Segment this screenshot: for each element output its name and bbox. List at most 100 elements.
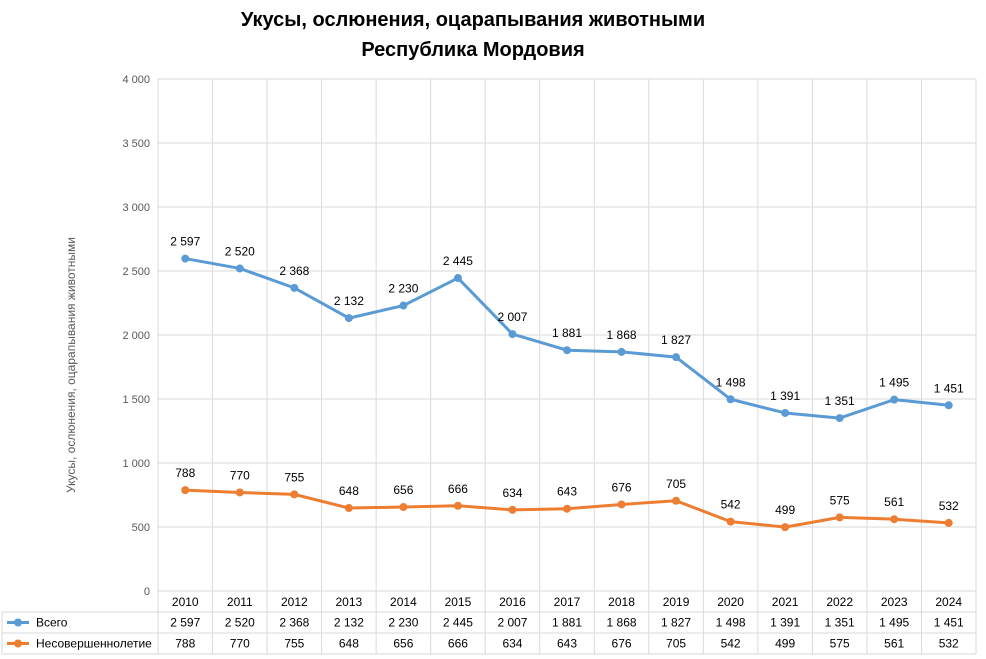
table-cell: 542 [721,637,741,651]
data-label: 634 [502,486,522,500]
data-point [781,523,790,532]
data-label: 643 [557,485,577,499]
data-point [726,395,735,404]
data-label: 666 [448,482,468,496]
x-tick-label: 2017 [554,595,581,609]
data-point [890,515,899,524]
y-tick-label: 3 500 [122,138,150,150]
data-point [181,254,190,263]
data-point [508,505,517,514]
chart-title-line-2: Республика Мордовия [361,39,585,61]
data-label: 1 498 [716,375,746,389]
table-cell: 788 [175,637,195,651]
data-label: 499 [775,503,795,517]
table-cell: 2 445 [443,616,473,630]
data-label: 788 [175,466,195,480]
data-label: 656 [393,483,413,497]
y-tick-label: 500 [132,522,150,534]
data-label: 648 [339,484,359,498]
table-cell: 1 495 [879,616,909,630]
data-label: 1 827 [661,333,691,347]
table-cell: 2 368 [279,616,309,630]
data-point [453,501,462,510]
data-label: 2 368 [279,264,309,278]
table-cell: 1 827 [661,616,691,630]
data-point [399,301,408,310]
data-point [617,500,626,509]
table-cell: 634 [502,637,522,651]
x-tick-label: 2023 [881,595,908,609]
table-cell: 643 [557,637,577,651]
legend-key-marker [14,639,22,648]
data-label: 575 [830,493,850,507]
data-point [290,490,299,499]
table-cell: 656 [393,637,413,651]
x-tick-label: 2011 [227,595,253,609]
x-tick-label: 2019 [663,595,690,609]
data-label: 542 [721,498,741,512]
data-label: 1 868 [607,328,637,342]
data-point [944,518,953,527]
data-point [781,408,790,417]
table-cell: 1 881 [552,616,582,630]
data-point [181,486,190,495]
data-label: 561 [884,495,904,509]
x-tick-label: 2022 [826,595,853,609]
data-label: 2 007 [497,310,527,324]
data-label: 2 132 [334,294,364,308]
data-point [235,264,244,273]
table-cell: 2 230 [388,616,418,630]
table-cell: 666 [448,637,468,651]
data-label: 1 351 [825,394,855,408]
table-cell: 705 [666,637,686,651]
x-tick-label: 2015 [445,595,472,609]
table-cell: 2 520 [225,616,255,630]
data-point [235,488,244,497]
table-cell: 561 [884,637,904,651]
table-cell: 1 498 [716,616,746,630]
x-tick-label: 2012 [281,595,308,609]
data-label: 2 445 [443,254,473,268]
y-tick-label: 2 500 [122,266,150,278]
data-label: 1 495 [879,376,909,390]
data-label: 1 391 [770,389,800,403]
data-point [563,504,571,513]
data-label: 705 [666,477,686,491]
x-tick-label: 2016 [499,595,526,609]
data-label: 676 [612,480,632,494]
data-point [835,513,844,522]
data-point [835,414,844,423]
y-tick-label: 2 000 [122,330,150,342]
y-tick-label: 4 000 [122,74,150,86]
data-point [399,503,408,512]
x-tick-label: 2013 [336,595,363,609]
data-label: 2 597 [170,235,200,249]
table-cell: 770 [230,637,250,651]
table-cell: 1 451 [934,616,964,630]
x-tick-label: 2010 [172,595,199,609]
data-point [726,517,735,526]
y-tick-label: 1 000 [122,458,150,470]
data-point [344,504,353,513]
table-cell: 1 391 [770,616,800,630]
y-tick-label: 1 500 [122,394,150,406]
data-label: 1 881 [552,326,582,340]
table-cell: 499 [775,637,795,651]
data-point [617,347,626,356]
data-point [508,330,517,339]
table-cell: 532 [939,637,959,651]
table-cell: 676 [612,637,632,651]
table-cell: 2 597 [170,616,200,630]
data-label: 1 451 [934,381,964,395]
y-tick-label: 3 000 [122,202,150,214]
y-tick-label: 0 [144,586,150,598]
x-tick-label: 2014 [390,595,417,609]
legend-series-name: Несовершеннолетие [36,637,152,651]
chart-title-line-1: Укусы, ослюнения, оцарапывания животными [240,9,706,31]
data-point [290,283,299,292]
x-tick-label: 2020 [717,595,744,609]
data-label: 770 [230,468,250,482]
table-cell: 1 351 [825,616,855,630]
data-point [944,401,953,410]
